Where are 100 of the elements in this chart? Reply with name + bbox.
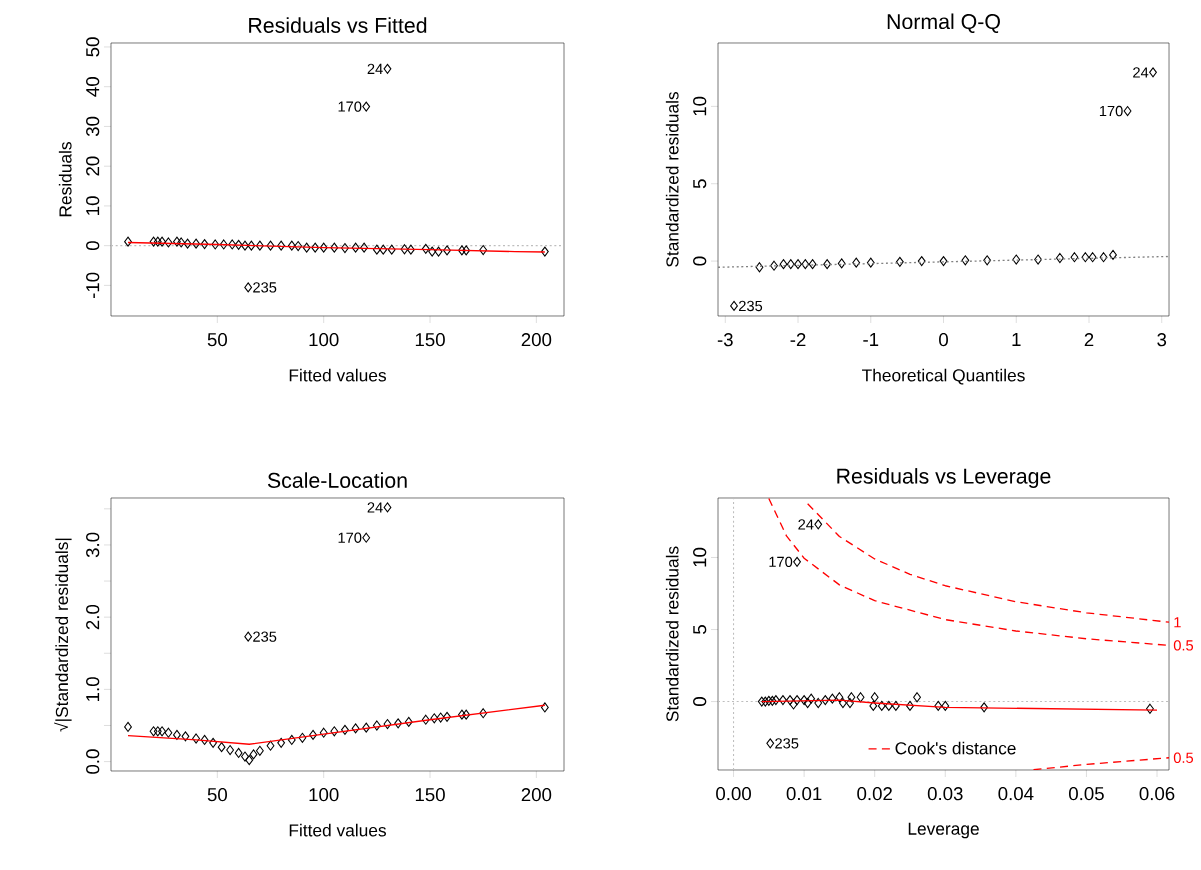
point xyxy=(158,236,166,247)
x-tick-label: 150 xyxy=(415,333,445,347)
point xyxy=(421,243,430,254)
y-tick-label: 50 xyxy=(86,37,100,57)
point xyxy=(808,259,817,270)
point xyxy=(192,733,200,744)
point xyxy=(789,699,798,710)
point xyxy=(158,726,166,737)
x-tick-label: 2 xyxy=(1084,333,1094,347)
point xyxy=(309,729,317,740)
point xyxy=(287,240,296,251)
annotation: 235 xyxy=(253,282,277,293)
y-tick-label: 3.0 xyxy=(86,532,100,558)
point xyxy=(217,742,226,753)
point xyxy=(302,242,311,253)
point xyxy=(443,711,451,722)
point xyxy=(884,700,893,711)
point xyxy=(1012,254,1021,265)
point xyxy=(360,242,369,253)
point xyxy=(383,719,392,730)
point xyxy=(362,722,371,733)
y-axis-title: Residuals xyxy=(58,142,72,217)
annotation: 235 xyxy=(775,738,799,749)
point xyxy=(961,255,970,266)
point xyxy=(200,734,209,745)
x-tick-label: 150 xyxy=(415,788,445,802)
point xyxy=(793,556,801,567)
point xyxy=(244,631,253,642)
x-tick-label: 0.04 xyxy=(998,787,1034,801)
point xyxy=(794,259,802,270)
x-tick-label: 0.03 xyxy=(927,787,963,801)
point xyxy=(153,236,162,247)
x-tick-label: 100 xyxy=(309,333,339,347)
point xyxy=(383,502,392,513)
y-tick-label: 5 xyxy=(693,179,707,189)
point xyxy=(192,238,200,249)
annotation: 24 xyxy=(798,519,814,530)
point xyxy=(394,718,403,729)
x-tick-label: 50 xyxy=(207,333,227,347)
x-tick-label: 1 xyxy=(1012,333,1021,346)
x-tick-label: 0 xyxy=(939,333,948,347)
point xyxy=(835,692,844,703)
point xyxy=(869,700,878,711)
y-tick-label: 10 xyxy=(693,547,707,567)
point xyxy=(1055,252,1064,264)
point xyxy=(540,702,549,713)
point xyxy=(319,727,328,738)
point xyxy=(436,712,445,723)
point xyxy=(764,695,773,706)
point xyxy=(387,244,396,255)
y-tick-label: 10 xyxy=(86,196,100,215)
point xyxy=(852,257,861,268)
point xyxy=(766,738,775,749)
point xyxy=(294,241,303,252)
point xyxy=(856,692,865,703)
point xyxy=(164,727,173,738)
x-tick-label: 0.02 xyxy=(857,787,892,801)
point xyxy=(870,692,879,703)
y-tick-label: 0 xyxy=(693,256,707,266)
annotation: 24 xyxy=(367,63,383,74)
point xyxy=(173,729,181,740)
y-axis-title: Standardized residuals xyxy=(665,546,679,722)
point xyxy=(1070,252,1079,263)
chart-title: Residuals vs Leverage xyxy=(837,468,1051,488)
point xyxy=(793,695,801,706)
point xyxy=(866,257,875,268)
point xyxy=(891,700,900,711)
annotation: 170 xyxy=(338,101,362,112)
point xyxy=(755,262,764,273)
point xyxy=(828,693,837,704)
point xyxy=(241,240,249,251)
y-tick-label: 0.0 xyxy=(86,749,100,774)
point xyxy=(266,740,275,751)
point xyxy=(428,246,437,257)
point xyxy=(330,726,339,737)
x-tick-label: 100 xyxy=(309,788,339,802)
point xyxy=(164,237,173,248)
point xyxy=(479,708,488,719)
y-tick-label: 30 xyxy=(86,116,100,137)
annotation: 235 xyxy=(253,631,277,642)
point xyxy=(319,242,328,253)
chart-title: Residuals vs Fitted xyxy=(249,17,427,33)
point xyxy=(1149,67,1157,78)
annotation: 170 xyxy=(769,556,793,568)
x-tick-label: 0.06 xyxy=(1139,787,1175,801)
point xyxy=(124,236,132,247)
annotation: 0.5 xyxy=(1173,752,1194,763)
point xyxy=(277,240,286,251)
point xyxy=(814,697,823,709)
y-tick-label: 0 xyxy=(693,697,707,707)
point xyxy=(153,726,162,737)
point xyxy=(298,732,307,743)
point xyxy=(277,737,286,748)
point xyxy=(406,244,415,255)
point xyxy=(266,240,275,251)
annotation: 170 xyxy=(1099,105,1123,117)
y-tick-label: 0 xyxy=(86,241,100,251)
x-tick-label: 200 xyxy=(521,788,552,802)
line-series xyxy=(761,699,1158,711)
y-tick-label: 2.0 xyxy=(86,604,100,630)
